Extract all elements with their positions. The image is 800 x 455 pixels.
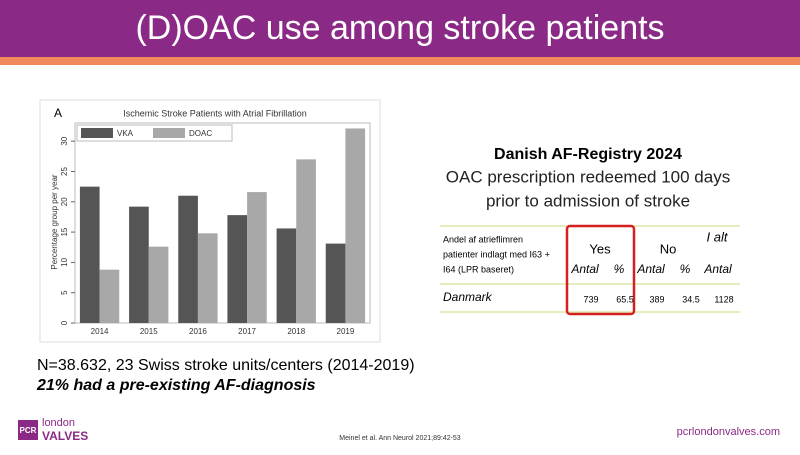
table-cell: 389: [649, 294, 664, 304]
table-group: No: [660, 241, 677, 256]
bar: [129, 206, 149, 323]
x-tick-label: 2018: [287, 327, 305, 336]
bar: [276, 228, 297, 323]
x-tick-label: 2016: [189, 327, 207, 336]
logo-line: VALVES: [42, 429, 88, 443]
header-bar: [0, 0, 800, 57]
table-group: Yes: [589, 241, 611, 256]
x-tick-label: 2017: [238, 327, 256, 336]
legend-swatch: [153, 128, 185, 138]
panel-label: A: [54, 106, 62, 120]
x-tick-label: 2015: [140, 327, 158, 336]
table-row-header: patienter indlagt med I63 +: [443, 249, 550, 259]
header-stripe: [0, 57, 800, 65]
table-subheader: Antal: [703, 262, 732, 276]
y-tick-label: 25: [60, 166, 69, 175]
logo-line: london: [42, 417, 75, 429]
x-tick-label: 2014: [91, 327, 109, 336]
logo-brand: PCR: [20, 426, 37, 435]
legend-label: DOAC: [189, 129, 212, 138]
y-axis-label: Percentage group per year: [50, 174, 59, 270]
x-tick-label: 2019: [337, 327, 355, 336]
registry-line: prior to admission of stroke: [486, 191, 690, 210]
registry-title: Danish AF-Registry 2024: [494, 146, 682, 163]
table-cell: 34.5: [682, 294, 700, 304]
y-tick-label: 20: [60, 197, 69, 206]
table-cell: 65.5: [616, 294, 634, 304]
bar: [79, 186, 100, 323]
logo-mark: [18, 420, 38, 440]
legend-swatch: [81, 128, 113, 138]
table-row-label: Danmark: [443, 290, 493, 304]
bar: [148, 246, 169, 323]
note-emphasis: 21% had a pre-existing AF-diagnosis: [36, 377, 316, 394]
table-subheader: Antal: [570, 262, 599, 276]
highlight-box: [565, 224, 636, 316]
bar: [197, 233, 218, 323]
y-tick-label: 30: [60, 136, 69, 145]
bar: [325, 243, 346, 323]
bar: [99, 269, 120, 323]
bar: [227, 215, 248, 323]
plot-area: [74, 122, 371, 324]
registry-line: OAC prescription redeemed 100 days: [446, 167, 730, 186]
y-tick-label: 0: [60, 320, 69, 325]
chart-title: Ischemic Stroke Patients with Atrial Fib…: [123, 108, 307, 118]
legend-label: VKA: [117, 129, 134, 138]
citation: Meinel et al. Ann Neurol 2021;89:42-53: [339, 435, 461, 442]
table-group: I alt: [707, 229, 729, 244]
table-row-header: I64 (LPR baseret): [443, 264, 514, 274]
table-subheader: %: [680, 262, 691, 276]
table-cell: 1128: [714, 294, 733, 304]
table-subheader: Antal: [636, 262, 665, 276]
y-tick-label: 10: [60, 257, 69, 266]
table-row-header: Andel af atrieflimren: [443, 234, 523, 244]
table-cell: 739: [583, 294, 598, 304]
y-tick-label: 5: [60, 290, 69, 295]
bar: [296, 159, 316, 323]
website: pcrlondonvalves.com: [677, 426, 780, 438]
bar: [345, 128, 366, 323]
bar: [247, 192, 267, 323]
table-subheader: %: [614, 262, 625, 276]
y-tick-label: 15: [60, 227, 69, 236]
note: N=38.632, 23 Swiss stroke units/centers …: [37, 357, 415, 374]
bar: [178, 195, 198, 323]
slide-title: (D)OAC use among stroke patients: [135, 9, 664, 47]
